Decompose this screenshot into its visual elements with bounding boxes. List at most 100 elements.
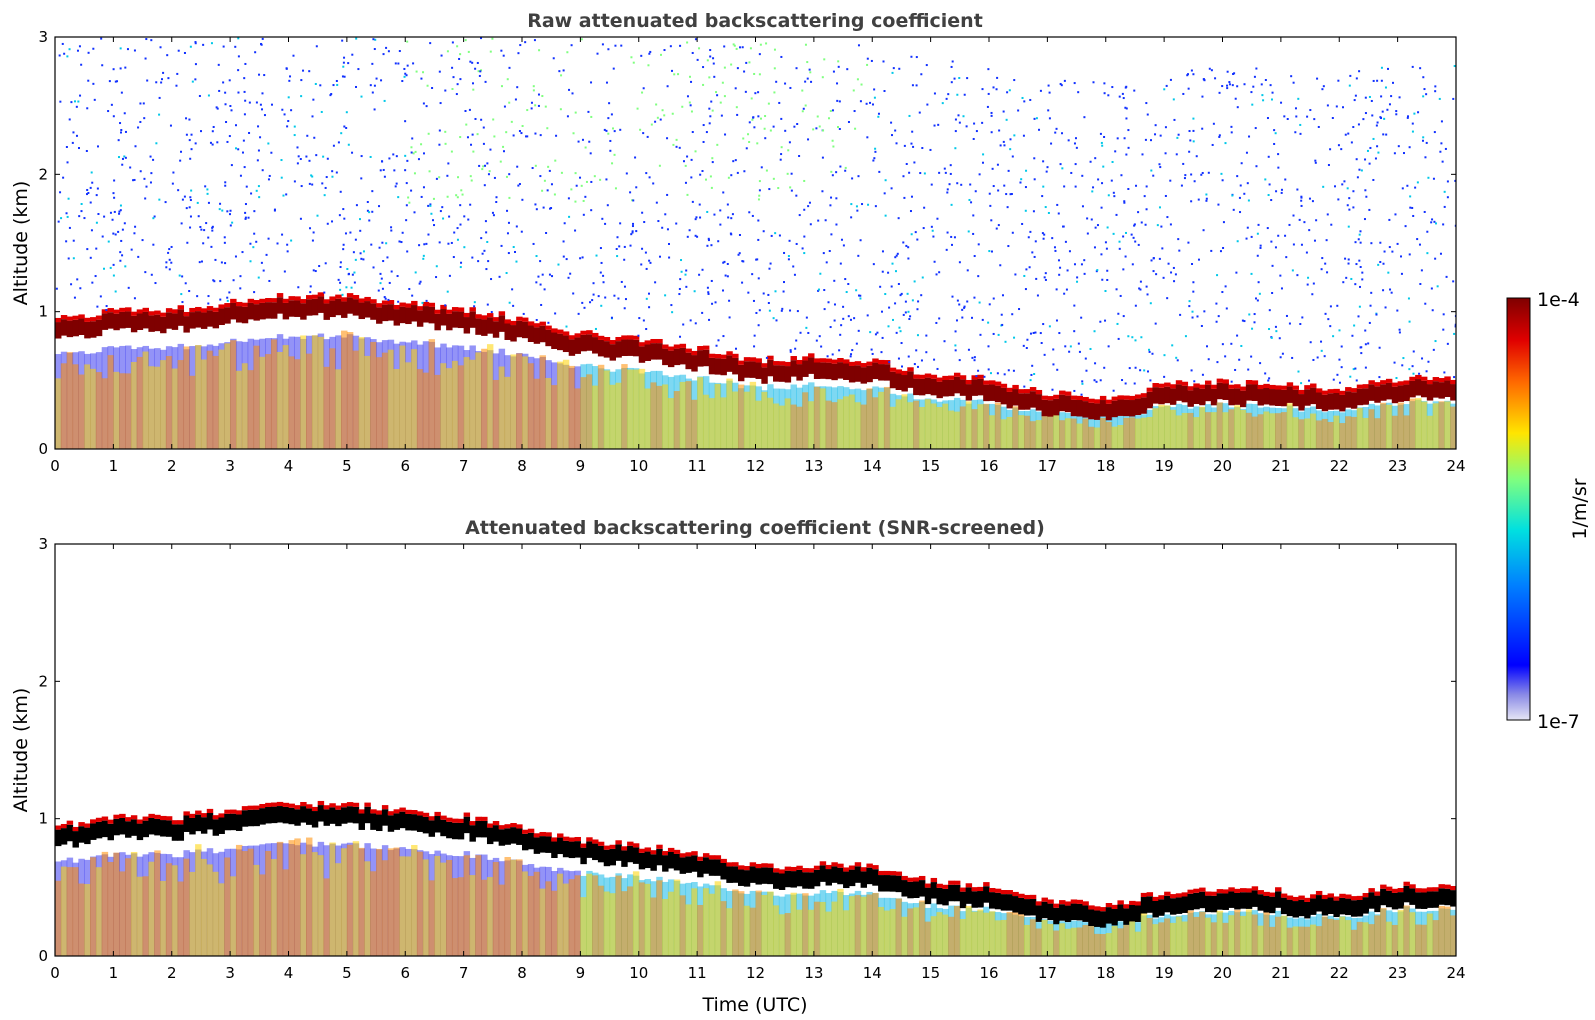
noise-speckle — [330, 93, 333, 96]
noise-speckle — [694, 234, 697, 237]
noise-speckle — [401, 231, 404, 234]
noise-speckle — [488, 170, 491, 173]
mixed-layer-cell — [486, 344, 494, 449]
mixed-layer-cell — [1140, 913, 1148, 956]
boundary-layer-top-cell — [837, 867, 844, 885]
noise-speckle — [839, 333, 842, 336]
noise-speckle — [1440, 142, 1443, 145]
noise-speckle — [1236, 240, 1239, 243]
noise-speckle — [1110, 179, 1113, 182]
noise-speckle — [130, 248, 133, 251]
boundary-layer-top-cell — [1450, 890, 1456, 907]
noise-speckle — [540, 303, 543, 306]
noise-speckle — [61, 42, 64, 45]
noise-speckle — [1212, 122, 1215, 125]
mixed-layer-cell — [708, 398, 716, 449]
boundary-layer-edge-cell — [1222, 889, 1229, 894]
noise-speckle — [1251, 327, 1254, 330]
noise-speckle — [1391, 250, 1394, 253]
mixed-layer-cell — [376, 357, 383, 449]
noise-speckle — [642, 319, 645, 322]
noise-speckle — [615, 248, 618, 251]
noise-speckle — [1324, 262, 1327, 265]
boundary-layer-top-cell — [276, 806, 284, 823]
noise-speckle — [992, 185, 995, 188]
noise-speckle — [1280, 191, 1283, 194]
mixed-layer-cell — [1134, 931, 1142, 956]
noise-speckle — [1408, 320, 1411, 323]
boundary-layer-edge-cell — [306, 295, 313, 300]
boundary-layer-top-cell — [1438, 888, 1445, 905]
boundary-layer-edge-cell — [1117, 900, 1124, 905]
noise-speckle — [353, 281, 356, 284]
noise-speckle — [1326, 271, 1329, 274]
boundary-layer-top-cell — [883, 875, 891, 892]
noise-speckle — [1255, 67, 1258, 70]
boundary-layer-top-cell — [913, 378, 920, 396]
mixed-layer-cell — [142, 876, 149, 956]
boundary-layer-top-cell — [825, 362, 832, 380]
noise-speckle — [94, 275, 97, 278]
noise-speckle — [1056, 368, 1059, 371]
noise-speckle — [920, 359, 923, 362]
noise-speckle — [120, 239, 123, 242]
boundary-layer-edge-cell — [848, 865, 856, 870]
noise-speckle — [371, 210, 374, 213]
noise-speckle — [487, 260, 490, 263]
noise-speckle — [1161, 247, 1164, 250]
boundary-layer-edge-cell — [562, 331, 570, 336]
noise-speckle — [680, 270, 683, 273]
noise-speckle — [702, 124, 705, 127]
noise-speckle — [486, 240, 489, 243]
noise-speckle — [826, 355, 829, 358]
noise-speckle — [1341, 183, 1344, 186]
noise-speckle — [243, 166, 246, 169]
mixed-layer-cell — [1082, 418, 1089, 449]
boundary-layer-edge-cell — [533, 833, 541, 838]
noise-speckle — [609, 139, 612, 142]
noise-speckle — [379, 169, 382, 172]
x-tick-label: 20 — [1213, 457, 1232, 475]
noise-speckle — [1019, 181, 1022, 184]
noise-speckle — [902, 175, 905, 178]
boundary-layer-top-cell — [1024, 899, 1031, 916]
noise-speckle — [803, 252, 806, 255]
mixed-layer-cell — [1117, 928, 1124, 956]
noise-speckle — [1256, 299, 1259, 302]
boundary-layer-edge-cell — [1088, 398, 1095, 403]
noise-speckle — [1178, 249, 1181, 252]
noise-speckle — [1347, 132, 1350, 135]
noise-speckle — [918, 111, 921, 114]
noise-speckle — [234, 255, 237, 258]
noise-speckle — [531, 167, 534, 170]
noise-speckle — [491, 37, 494, 40]
noise-speckle — [581, 301, 584, 304]
noise-speckle — [660, 53, 663, 56]
noise-speckle — [726, 275, 729, 278]
boundary-layer-top-cell — [732, 357, 739, 375]
noise-speckle — [951, 60, 954, 63]
boundary-layer-top-cell — [475, 318, 482, 335]
boundary-layer-edge-cell — [1310, 383, 1317, 388]
boundary-layer-edge-cell — [942, 884, 949, 889]
noise-speckle — [1277, 234, 1280, 237]
noise-speckle — [1337, 198, 1340, 201]
noise-speckle — [723, 66, 726, 69]
boundary-layer-top-cell — [831, 363, 838, 381]
noise-speckle — [894, 302, 897, 305]
noise-speckle — [857, 329, 860, 332]
mixed-layer-cell — [1111, 925, 1119, 956]
noise-speckle — [1148, 348, 1151, 351]
noise-speckle — [620, 44, 623, 47]
boundary-layer-top-cell — [843, 363, 850, 380]
boundary-layer-edge-cell — [136, 309, 144, 314]
boundary-layer-edge-cell — [1304, 385, 1311, 390]
boundary-layer-top-cell — [930, 378, 938, 396]
mixed-layer-cell — [732, 889, 739, 956]
noise-speckle — [1442, 328, 1445, 331]
noise-speckle — [977, 369, 980, 372]
noise-speckle — [508, 196, 511, 199]
mixed-layer-cell — [1245, 909, 1253, 956]
noise-speckle — [1269, 84, 1272, 87]
mixed-layer-cell — [393, 847, 401, 956]
